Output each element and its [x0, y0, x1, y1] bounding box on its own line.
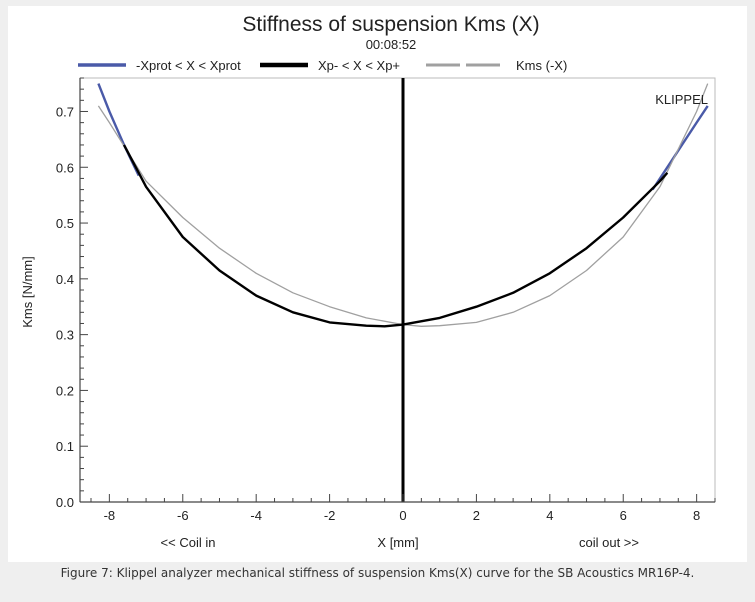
x-tick-label: -4: [250, 508, 262, 523]
chart-title: Stiffness of suspension Kms (X): [242, 13, 539, 36]
y-tick-label: 0.1: [56, 439, 74, 454]
y-axis-label: Kms [N/mm]: [20, 256, 35, 328]
axes-layer: 0.0 0.1 0.2 0.3 0.4 0.5 0.6 0.7 -8 -6 -4 -2 0 2 4 6 8: [56, 77, 716, 523]
y-tick-label: 0.2: [56, 383, 74, 398]
klippel-watermark: KLIPPEL: [655, 92, 708, 107]
x-tick-label: 6: [620, 508, 627, 523]
series-xprot-right: [651, 105, 709, 191]
y-tick-label: 0.0: [56, 495, 74, 510]
series-xp: [122, 144, 669, 328]
x-tick-label: 4: [546, 508, 553, 523]
legend-item: Kms (-X): [426, 58, 567, 73]
legend-label: Kms (-X): [516, 58, 567, 73]
kms-chart: Stiffness of suspension Kms (X) 00:08:52…: [20, 13, 716, 550]
series-kms-mirror: [97, 83, 709, 327]
y-tick-label: 0.5: [56, 216, 74, 231]
legend-label: Xp- < X < Xp+: [318, 58, 400, 73]
y-tick-label: 0.6: [56, 160, 74, 175]
legend: -Xprot < X < Xprot Xp- < X < Xp+ Kms (-X): [78, 58, 567, 73]
x-axis-label: X [mm]: [377, 535, 418, 550]
plot-border: [79, 77, 716, 503]
legend-item: Xp- < X < Xp+: [260, 58, 400, 73]
series-layer: [97, 78, 709, 502]
x-tick-label: 8: [693, 508, 700, 523]
legend-label: -Xprot < X < Xprot: [136, 58, 241, 73]
y-tick-label: 0.7: [56, 104, 74, 119]
chart-subtitle: 00:08:52: [366, 37, 417, 52]
x-tick-label: -8: [104, 508, 116, 523]
plot-panel: Stiffness of suspension Kms (X) 00:08:52…: [8, 6, 747, 562]
x-tick-label: -6: [177, 508, 189, 523]
coil-in-label: << Coil in: [161, 535, 216, 550]
coil-out-label: coil out >>: [579, 535, 639, 550]
x-tick-label: -2: [324, 508, 336, 523]
y-tick-label: 0.4: [56, 272, 74, 287]
x-tick-label: 2: [473, 508, 480, 523]
plot-frame: [79, 77, 716, 503]
legend-item: -Xprot < X < Xprot: [78, 58, 241, 73]
y-tick-label: 0.3: [56, 328, 74, 343]
figure-caption: Figure 7: Klippel analyzer mechanical st…: [60, 566, 695, 580]
x-tick-label: 0: [399, 508, 406, 523]
